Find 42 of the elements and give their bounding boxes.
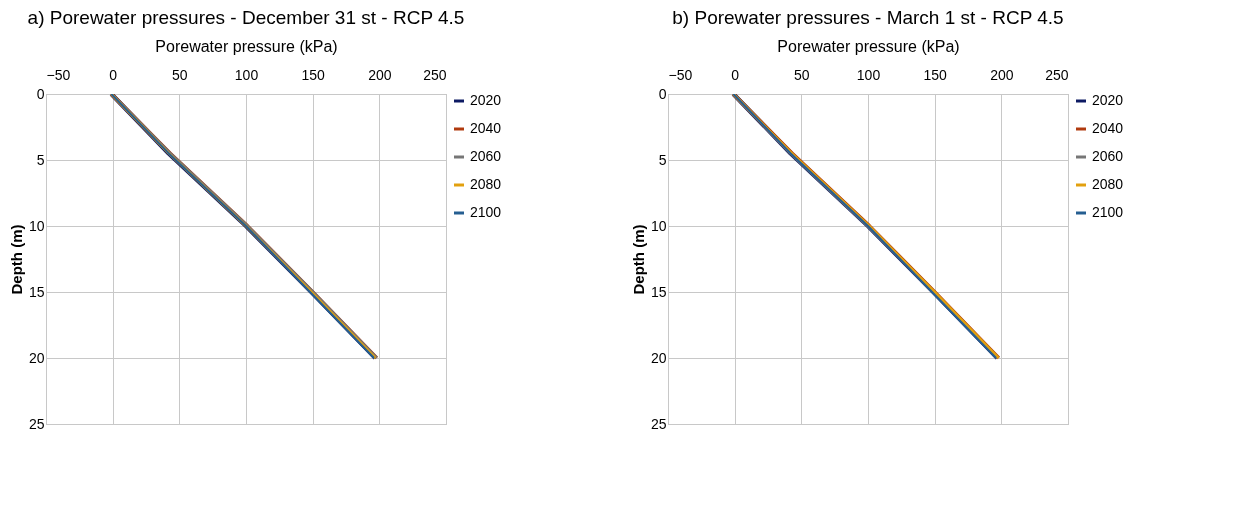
- legend-label: 2040: [470, 120, 502, 136]
- legend-label: 2040: [1092, 120, 1124, 136]
- legend-label: 2080: [470, 176, 502, 192]
- y-tick-label: 20: [28, 349, 45, 366]
- y-tick-label: 20: [650, 349, 667, 366]
- x-tick-label: 150: [923, 66, 948, 83]
- legend-label: 2020: [1092, 92, 1124, 108]
- x-axis-title: Porewater pressure (kPa): [155, 37, 338, 55]
- y-tick-label: 25: [28, 415, 45, 432]
- x-tick-label: 150: [301, 66, 326, 83]
- x-tick-label: 0: [109, 66, 118, 83]
- y-tick-label: 0: [36, 85, 45, 102]
- x-tick-label: −50: [668, 66, 693, 83]
- legend-label: 2100: [1092, 204, 1124, 220]
- chart-title: a) Porewater pressures - December 31 st - RCP 4.5: [27, 7, 465, 28]
- legend-label: 2100: [470, 204, 502, 220]
- x-tick-label: −50: [46, 66, 71, 83]
- x-axis-title: Porewater pressure (kPa): [777, 37, 960, 55]
- y-axis-title: Depth (m): [629, 224, 647, 295]
- x-tick-label: 250: [423, 66, 447, 83]
- y-tick-label: 25: [650, 415, 667, 432]
- y-tick-label: 0: [658, 85, 667, 102]
- x-tick-label: 100: [234, 66, 259, 83]
- legend-label: 2020: [470, 92, 502, 108]
- x-tick-label: 0: [731, 66, 740, 83]
- y-tick-label: 15: [650, 283, 667, 300]
- chart-title: b) Porewater pressures - March 1 st - RCP 4.5: [672, 7, 1064, 28]
- legend-label: 2060: [1092, 148, 1124, 164]
- legend-label: 2060: [470, 148, 502, 164]
- y-tick-label: 10: [650, 217, 667, 234]
- legend-label: 2080: [1092, 176, 1124, 192]
- x-tick-label: 200: [990, 66, 1014, 83]
- y-tick-label: 5: [658, 151, 667, 168]
- y-tick-label: 10: [28, 217, 45, 234]
- x-tick-label: 50: [794, 66, 810, 83]
- y-tick-label: 15: [28, 283, 45, 300]
- x-tick-label: 50: [172, 66, 188, 83]
- x-tick-label: 200: [368, 66, 392, 83]
- y-axis-title: Depth (m): [7, 224, 25, 295]
- x-tick-label: 100: [856, 66, 881, 83]
- x-tick-label: 250: [1045, 66, 1069, 83]
- y-tick-label: 5: [36, 151, 45, 168]
